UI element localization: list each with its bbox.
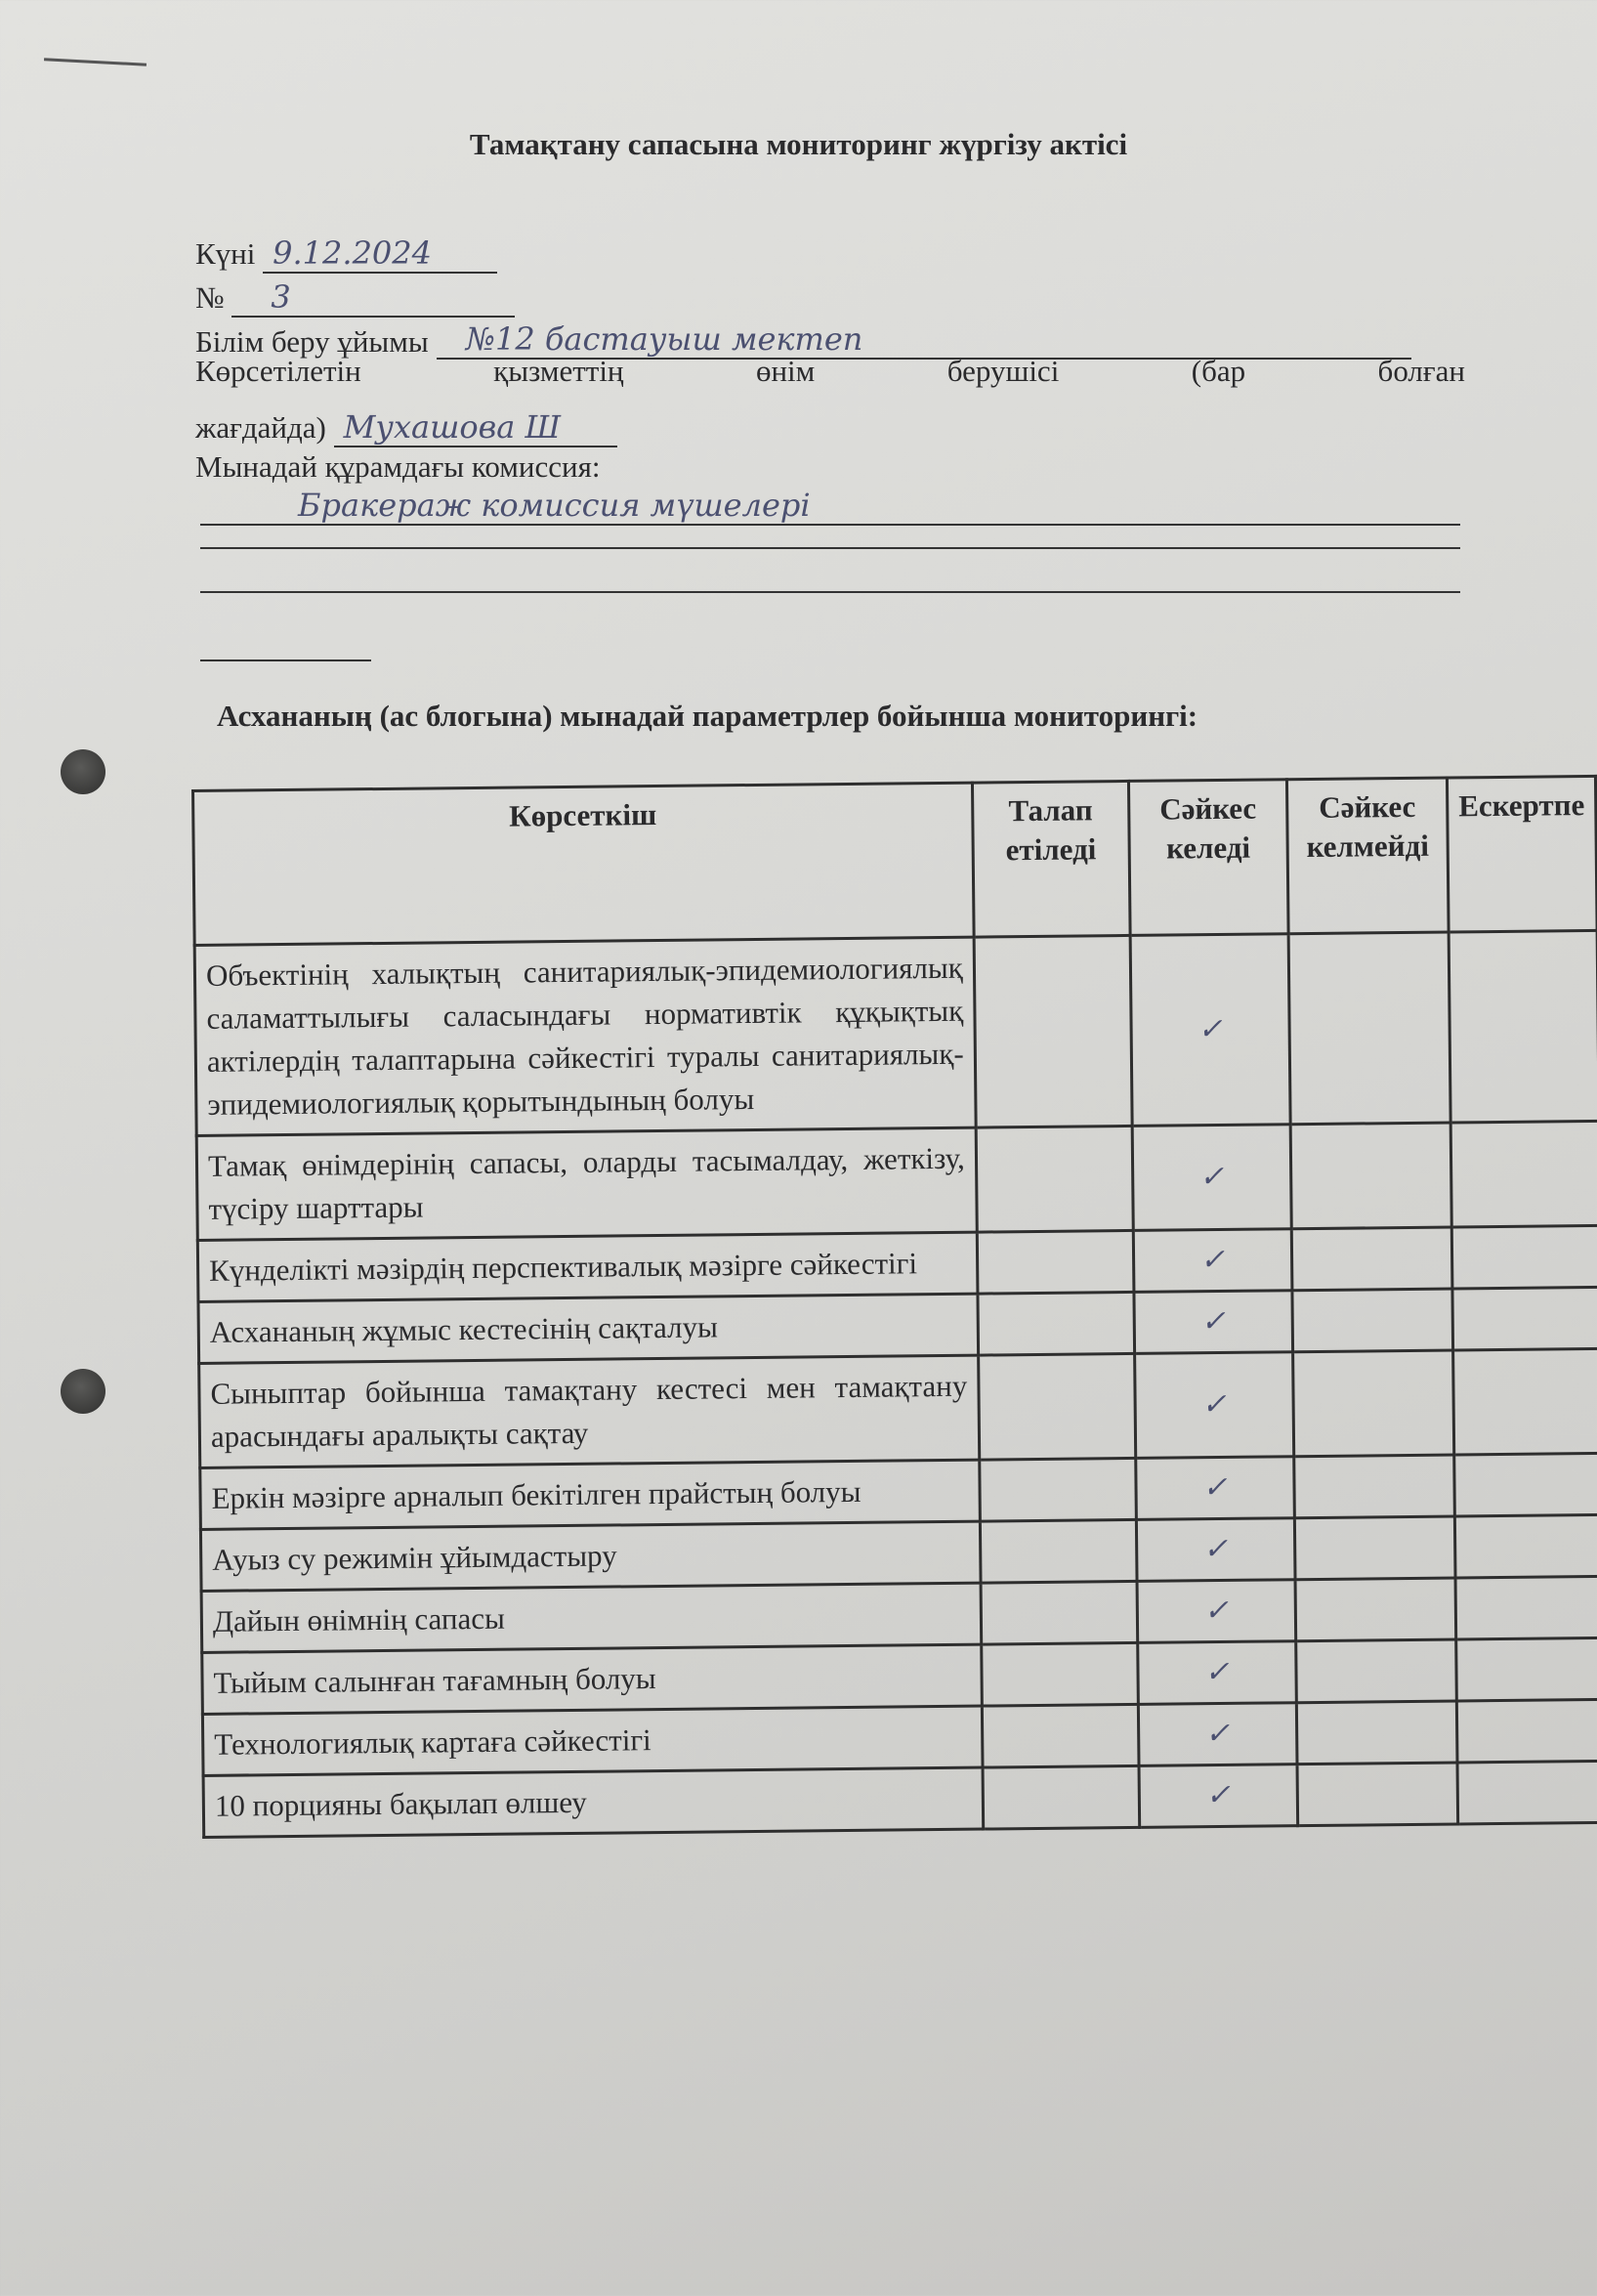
complies-cell: ✓ — [1134, 1351, 1294, 1459]
not-complies-cell — [1292, 1289, 1453, 1352]
note-cell — [1455, 1637, 1597, 1701]
required-cell — [975, 1126, 1134, 1233]
indicator-cell: Асхананың жұмыс кестесінің сақталуы — [197, 1294, 979, 1364]
required-cell — [978, 1353, 1136, 1461]
complies-cell: ✓ — [1137, 1640, 1297, 1705]
date-value: 9.12.2024 — [263, 234, 498, 274]
provider-label-word: болған — [1377, 354, 1465, 388]
required-cell — [981, 1642, 1139, 1707]
complies-cell: ✓ — [1136, 1517, 1296, 1582]
organization-field: Білім беру ұйымы №12 бастауыш мектеп — [195, 320, 1411, 360]
header-note: Ескертпе — [1447, 776, 1597, 933]
commission-line — [200, 591, 1460, 593]
complies-cell: ✓ — [1129, 933, 1291, 1127]
table-header-row: Көрсеткіш Талап етіледі Сәйкес келеді Сә… — [192, 776, 1597, 946]
indicator-cell: Тамақ өнімдерінің сапасы, оларды тасымал… — [196, 1127, 978, 1241]
complies-cell: ✓ — [1133, 1228, 1293, 1293]
not-complies-cell — [1295, 1577, 1456, 1641]
indicator-cell: Тыйым салынған тағамның болуы — [201, 1644, 983, 1715]
note-cell — [1453, 1453, 1597, 1516]
required-cell — [979, 1458, 1137, 1522]
indicator-cell: Дайын өнімнің сапасы — [201, 1583, 982, 1653]
header-complies: Сәйкес келеді — [1128, 779, 1289, 936]
table-row: Сыныптар бойынша тамақтану кестесі мен т… — [198, 1348, 1597, 1468]
date-field: Күні 9.12.2024 — [195, 234, 498, 274]
indicator-cell: 10 порцияны бақылап өлшеу — [203, 1767, 984, 1838]
punch-hole — [61, 749, 105, 794]
note-cell — [1451, 1287, 1597, 1351]
complies-cell: ✓ — [1133, 1290, 1293, 1354]
not-complies-cell — [1288, 932, 1451, 1125]
not-complies-cell — [1290, 1123, 1452, 1229]
required-cell — [982, 1704, 1139, 1768]
number-field: № 3 — [195, 278, 516, 318]
required-cell — [973, 935, 1132, 1128]
required-cell — [977, 1292, 1135, 1356]
required-cell — [980, 1581, 1138, 1645]
provider-label-word: Көрсетілетін — [195, 354, 361, 388]
provider-label-word: берушісі — [946, 354, 1060, 388]
note-cell — [1451, 1225, 1597, 1290]
indicator-cell: Еркін мәзірге арналып бекітілген прайсты… — [199, 1460, 981, 1530]
indicator-cell: Технологиялық картаға сәйкестігі — [202, 1706, 983, 1776]
required-cell — [977, 1230, 1134, 1295]
note-cell — [1457, 1761, 1597, 1824]
pen-stroke-mark — [43, 58, 147, 66]
table-row: Тамақ өнімдерінің сапасы, оларды тасымал… — [196, 1121, 1597, 1241]
complies-cell: ✓ — [1136, 1579, 1296, 1643]
provider-label-word: қызметтің — [493, 354, 624, 388]
header-required: Талап етіледі — [972, 781, 1130, 938]
document-title: Тамақтану сапасына мониторинг жүргізу ак… — [469, 127, 1128, 161]
indicator-cell: Объектінің халықтың санитариялық-эпидеми… — [194, 937, 976, 1136]
provider-label-word: өнім — [755, 354, 816, 388]
provider-label-word: (бар — [1191, 354, 1246, 388]
note-cell — [1455, 1576, 1597, 1639]
not-complies-cell — [1292, 1350, 1454, 1457]
provider-value: Мухашова Ш — [333, 408, 617, 447]
note-cell — [1456, 1699, 1597, 1763]
complies-cell: ✓ — [1138, 1702, 1298, 1766]
complies-cell: ✓ — [1138, 1764, 1298, 1828]
number-label: № — [195, 280, 225, 315]
indicator-cell: Ауыз су режимін ұйымдастыру — [200, 1521, 981, 1592]
not-complies-cell — [1295, 1638, 1457, 1703]
punch-hole — [61, 1369, 105, 1414]
required-cell — [980, 1519, 1137, 1584]
not-complies-cell — [1294, 1515, 1456, 1580]
required-cell — [982, 1765, 1140, 1830]
complies-cell: ✓ — [1131, 1124, 1292, 1231]
provider-label: жағдайда) — [195, 410, 326, 445]
table-row: Объектінің халықтың санитариялық-эпидеми… — [194, 930, 1597, 1136]
indicator-cell: Сыныптар бойынша тамақтану кестесі мен т… — [198, 1355, 980, 1468]
note-cell — [1449, 930, 1597, 1124]
number-value: 3 — [231, 278, 516, 318]
section-heading: Асхананың (ас блогына) мынадай параметрл… — [217, 699, 1198, 733]
not-complies-cell — [1291, 1227, 1452, 1291]
header-indicator: Көрсеткіш — [192, 783, 974, 946]
header-not-complies: Сәйкес келмейді — [1286, 778, 1450, 934]
monitoring-table: Көрсеткіш Талап етіледі Сәйкес келеді Сә… — [191, 775, 1597, 1839]
not-complies-cell — [1296, 1700, 1458, 1765]
indicator-cell: Күнделікті мәзірдің перспективалық мәзір… — [197, 1232, 978, 1302]
complies-cell: ✓ — [1135, 1456, 1295, 1520]
commission-value: Бракераж комиссия мүшелері — [200, 487, 1460, 526]
commission-label: Мынадай құрамдағы комиссия: — [195, 449, 601, 484]
provider-field: жағдайда) Мухашова Ш — [195, 408, 617, 447]
not-complies-cell — [1297, 1762, 1458, 1826]
date-label: Күні — [195, 236, 256, 271]
commission-line — [200, 659, 371, 661]
note-cell — [1450, 1121, 1597, 1228]
note-cell — [1454, 1514, 1597, 1578]
commission-line — [200, 547, 1460, 549]
organization-label: Білім беру ұйымы — [195, 324, 429, 359]
organization-value: №12 бастауыш мектеп — [436, 320, 1411, 360]
provider-label-line1: Көрсетілетін қызметтің өнім берушісі (ба… — [195, 354, 1465, 389]
not-complies-cell — [1293, 1455, 1455, 1518]
note-cell — [1452, 1348, 1597, 1456]
